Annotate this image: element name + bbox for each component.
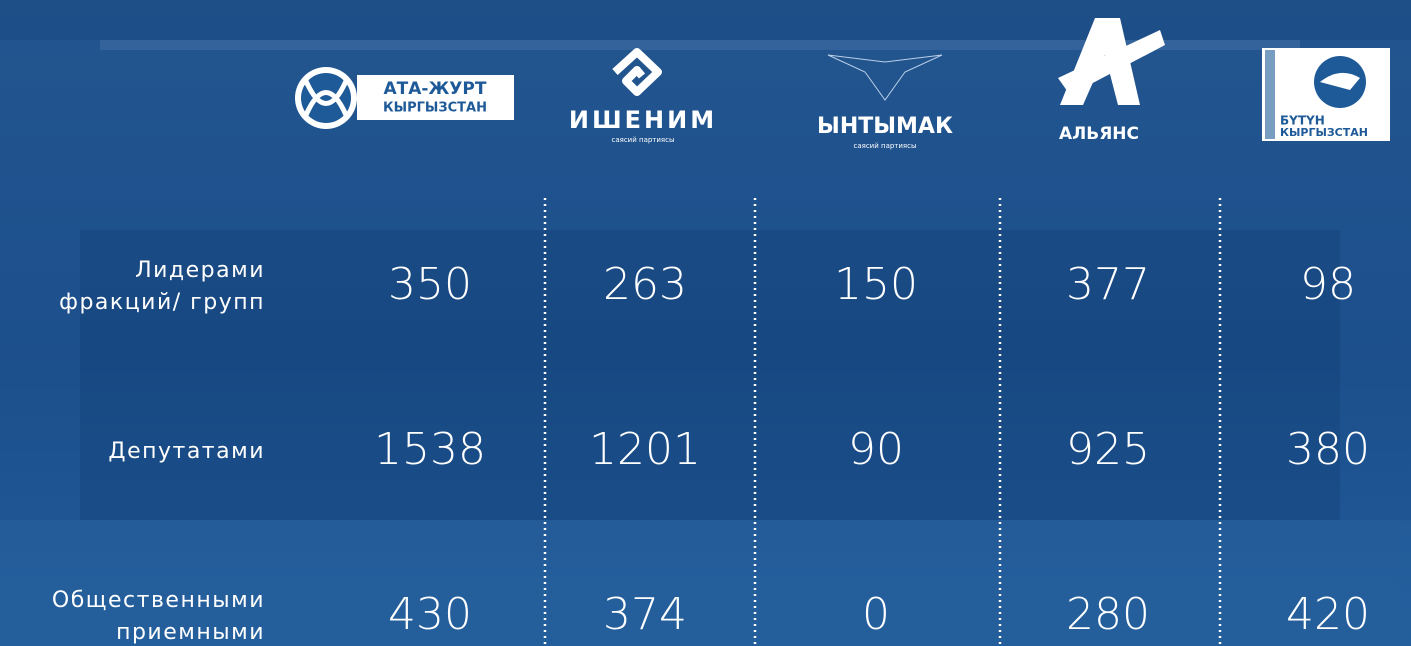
logo-subtitle: саясий партиясы <box>853 142 916 150</box>
cell-value: 263 <box>603 259 687 310</box>
cell-value: 374 <box>603 589 687 640</box>
row-label: приемными <box>116 620 265 645</box>
cell-value: 1538 <box>374 424 486 475</box>
logo-name: ЫНТЫМАК <box>817 114 953 139</box>
logo-name: АТА-ЖУРТ <box>384 79 487 99</box>
cell-value: 1201 <box>589 424 701 475</box>
infographic: АТА-ЖУРТ КЫРГЫЗСТАН ИШЕНИМ саясий партия… <box>0 0 1411 646</box>
logo-name: ИШЕНИМ <box>569 106 717 134</box>
logo-ata-jurt: АТА-ЖУРТ КЫРГЫЗСТАН <box>295 67 514 129</box>
cell-value: 0 <box>862 589 890 640</box>
cell-value: 280 <box>1066 589 1150 640</box>
cell-value: 925 <box>1066 424 1150 475</box>
logo-subtitle: саясий партиясы <box>611 136 674 144</box>
row-label: Лидерами <box>135 258 265 283</box>
logo-subtitle: КЫРГЫЗСТАН <box>1280 126 1368 139</box>
row-label: Депутатами <box>108 439 265 464</box>
cell-value: 377 <box>1066 259 1150 310</box>
logo-name: АЛЬЯНС <box>1059 124 1139 144</box>
cell-value: 90 <box>848 424 904 475</box>
cell-value: 98 <box>1300 259 1356 310</box>
cell-value: 430 <box>388 589 472 640</box>
page: АТА-ЖУРТ КЫРГЫЗСТАН ИШЕНИМ саясий партия… <box>0 0 1411 646</box>
cell-value: 380 <box>1286 424 1370 475</box>
logo-butun: БҮТҮН КЫРГЫЗСТАН <box>1262 48 1390 141</box>
logo-subtitle: КЫРГЫЗСТАН <box>383 101 487 116</box>
cell-value: 150 <box>834 259 918 310</box>
cell-value: 420 <box>1286 589 1370 640</box>
cell-value: 350 <box>388 259 472 310</box>
row-label: Общественными <box>52 588 265 613</box>
row-label: фракций/ групп <box>59 290 265 315</box>
